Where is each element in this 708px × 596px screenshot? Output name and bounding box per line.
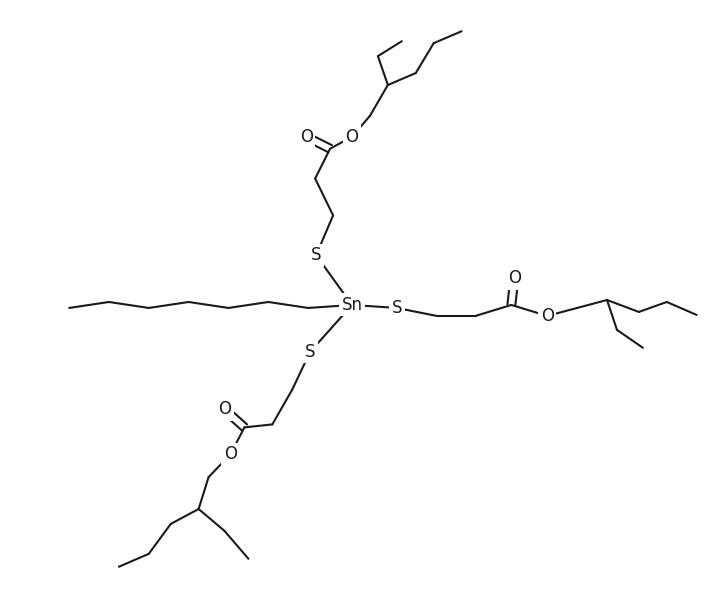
Text: S: S: [392, 299, 402, 317]
Text: Sn: Sn: [341, 296, 362, 314]
Text: O: O: [299, 128, 313, 146]
Text: O: O: [218, 401, 231, 418]
Text: O: O: [346, 128, 358, 146]
Text: O: O: [224, 445, 237, 463]
Text: O: O: [508, 269, 521, 287]
Text: O: O: [541, 307, 554, 325]
Text: S: S: [311, 246, 321, 264]
Text: S: S: [305, 343, 316, 361]
